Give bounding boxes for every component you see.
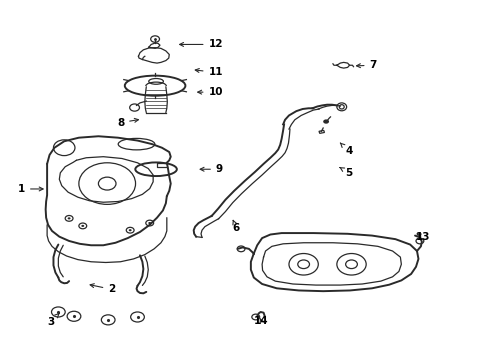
Text: 1: 1 [18, 184, 43, 194]
Text: 7: 7 [357, 60, 377, 70]
Text: 6: 6 [233, 220, 240, 233]
Text: 14: 14 [254, 316, 269, 326]
Text: 3: 3 [47, 313, 59, 327]
Circle shape [148, 222, 151, 224]
Circle shape [129, 229, 132, 231]
Circle shape [68, 217, 71, 220]
Text: 9: 9 [200, 164, 223, 174]
Text: 5: 5 [340, 167, 352, 178]
Text: 10: 10 [198, 87, 223, 97]
Text: 13: 13 [416, 232, 431, 242]
Text: 11: 11 [195, 67, 223, 77]
Text: 2: 2 [90, 284, 116, 294]
Text: 8: 8 [117, 118, 139, 128]
Circle shape [81, 225, 84, 227]
Circle shape [323, 120, 329, 124]
Bar [319, 130, 324, 134]
Text: 12: 12 [180, 40, 223, 49]
Text: 4: 4 [340, 143, 352, 156]
